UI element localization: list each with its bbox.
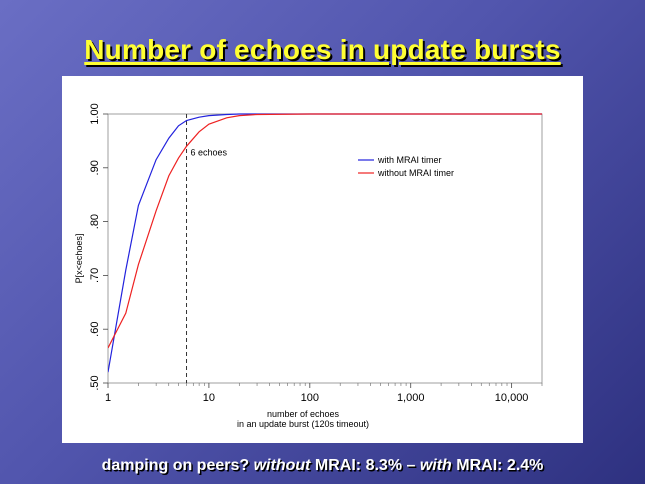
series-line-without-mrai [108,113,542,349]
series-line-with-mrai [108,113,542,373]
chart-panel: 1 10 100 1,000 10,000 .50 .60 .70 .80 .90 1.00 P[x<… [62,76,583,443]
annotation-label: 6 echoes [191,147,228,157]
footer-part-1: damping on peers? [101,457,254,474]
x-tick-label: 10 [203,392,215,404]
legend-label: without MRAI timer [377,168,454,178]
x-tick-label: 1,000 [397,392,425,404]
y-tick-label: .60 [89,322,101,337]
y-tick-label: .70 [89,268,101,283]
plot-frame [107,113,543,384]
footer-part-without: without [253,457,311,474]
footer-caption: damping on peers? without MRAI: 8.3% – w… [0,457,645,475]
chart: 1 10 100 1,000 10,000 .50 .60 .70 .80 .90 1.00 P[x<… [74,103,543,429]
y-tick-label: .80 [89,214,101,229]
x-tick-label: 100 [301,392,319,404]
x-tick-label: 10,000 [495,392,529,404]
y-axis-label: P[x<echoes] [74,234,84,284]
y-tick-label: .50 [89,375,101,390]
footer-part-with: with [419,457,452,474]
legend-label: with MRAI timer [377,155,442,165]
y-tick-label: .90 [89,160,101,175]
footer-part-3: MRAI: 2.4% [451,457,544,474]
slide-title: Number of echoes in update bursts [84,34,561,65]
x-tick-label: 1 [105,392,111,404]
x-axis-label: number of echoes [267,409,340,419]
footer-part-2: MRAI: 8.3% – [310,457,420,474]
y-tick-label: 1.00 [89,103,101,124]
x-axis-label: in an update burst (120s timeout) [237,419,369,429]
